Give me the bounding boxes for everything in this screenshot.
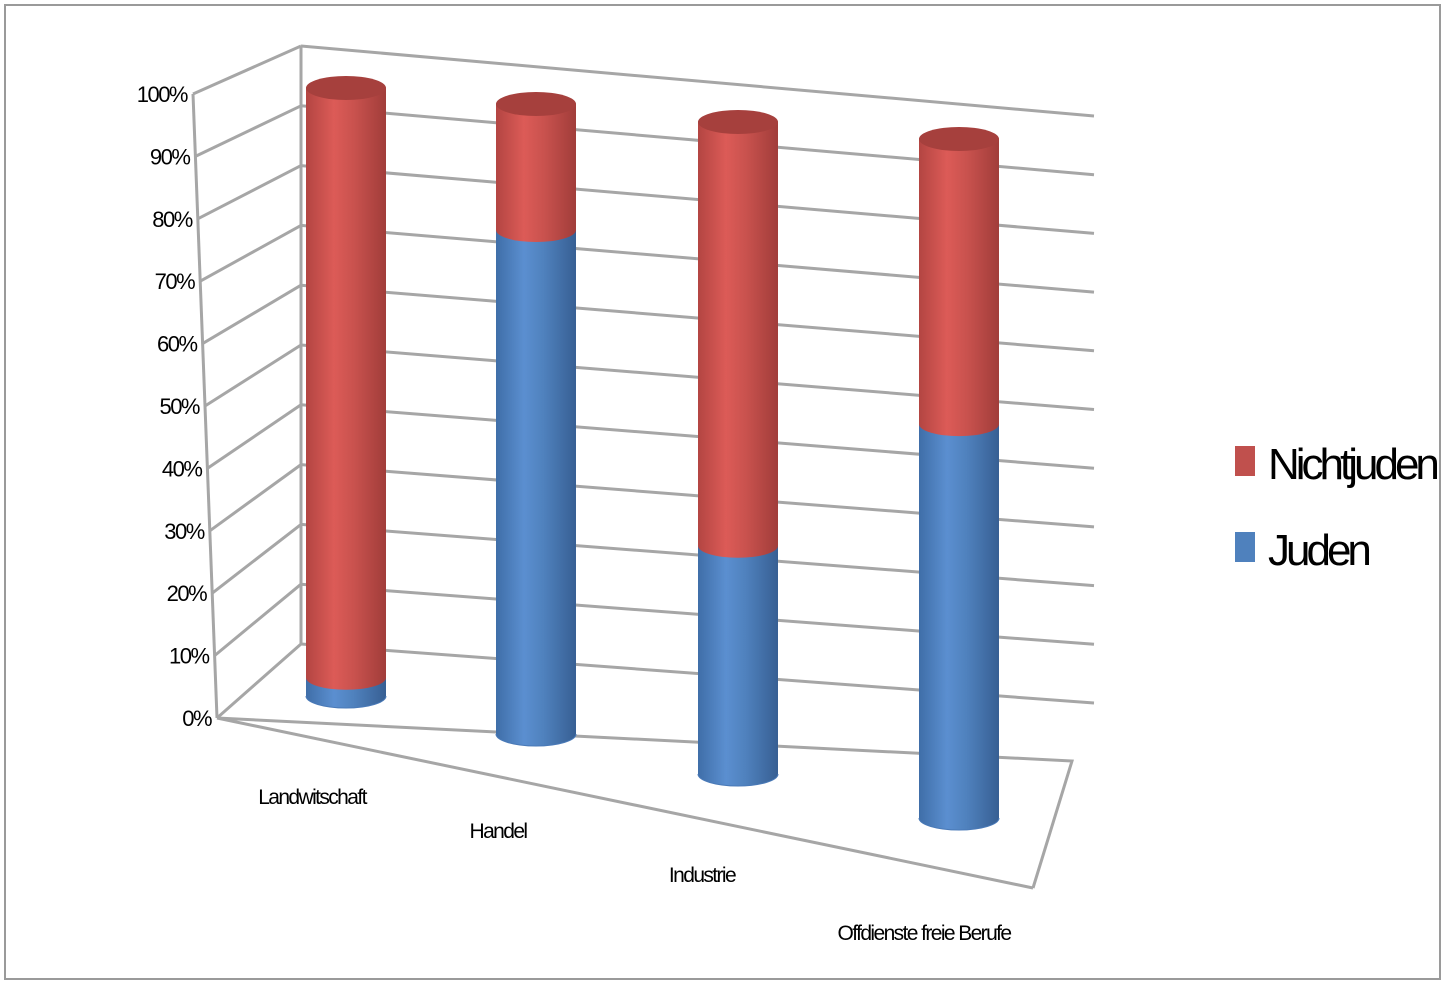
bar-bottom-edge	[305, 695, 387, 709]
bar	[306, 88, 386, 690]
bar-bottom-edge	[918, 817, 1000, 831]
x-axis-categories: Landwitschaft Handel Industrie Offdienste f…	[258, 786, 1013, 945]
y-tick-label: 0%	[182, 706, 212, 731]
bar	[698, 545, 778, 786]
gridline-side	[213, 583, 302, 657]
bar-group	[305, 76, 387, 709]
legend-label: Nichtjuden	[1268, 440, 1437, 489]
bar-group	[697, 110, 779, 787]
bar-top-cap	[306, 76, 386, 100]
legend-label: Juden	[1268, 526, 1369, 575]
gridline-side	[192, 44, 302, 96]
gridline-back	[300, 44, 1095, 118]
bar-segment	[918, 424, 1000, 831]
bar	[698, 122, 778, 558]
bar-group	[918, 127, 1000, 831]
x-category-label: Landwitschaft	[258, 786, 367, 809]
bar-group	[495, 92, 577, 747]
bar-top-cap	[698, 110, 778, 134]
bar-top-cap	[496, 92, 576, 116]
bar	[496, 104, 576, 242]
bar-segment	[698, 110, 778, 558]
gridline-side	[216, 642, 302, 720]
bar-segment	[306, 76, 386, 690]
gridline-side	[199, 224, 302, 283]
y-tick-label: 70%	[155, 269, 195, 294]
bar	[919, 139, 999, 437]
bar-segment	[697, 545, 779, 787]
bar-top-cap	[919, 127, 999, 151]
y-tick-label: 10%	[169, 644, 209, 669]
legend: Nichtjuden Juden	[1235, 440, 1441, 575]
y-tick-label: 40%	[162, 456, 202, 481]
chart-svg: 0% 10% 20% 30% 40% 50% 60% 70% 80% 90% 100% Landwi…	[137, 44, 1441, 945]
gridline-side	[204, 343, 302, 408]
bar-bottom-edge	[495, 733, 577, 747]
y-tick-label: 50%	[159, 394, 199, 419]
legend-item: Nichtjuden	[1235, 440, 1441, 489]
gridline-side	[206, 403, 302, 470]
y-tick-label: 100%	[137, 82, 188, 107]
chart-frame: 0% 10% 20% 30% 40% 50% 60% 70% 80% 90% 100% Landwi…	[4, 4, 1441, 980]
gridline-side	[211, 523, 302, 595]
y-tick-label: 60%	[157, 332, 197, 357]
bars	[305, 76, 1000, 831]
legend-item: Juden	[1235, 526, 1373, 575]
y-tick-label: 30%	[164, 519, 204, 544]
legend-swatch	[1235, 532, 1255, 562]
x-category-label: Handel	[470, 820, 528, 843]
gridline-side	[197, 164, 302, 221]
floor-base-edge	[216, 716, 1034, 890]
x-category-label: Offdienste freie Berufe	[838, 922, 1012, 945]
bar	[919, 424, 999, 830]
bar	[496, 230, 576, 746]
x-category-label: Industrie	[669, 864, 736, 887]
y-tick-label: 80%	[152, 207, 192, 232]
bar-segment	[919, 127, 999, 437]
bar-segment	[495, 230, 577, 747]
legend-swatch	[1235, 446, 1255, 476]
gridline-side	[208, 463, 302, 533]
y-tick-label: 90%	[150, 144, 190, 169]
y-tick-label: 20%	[167, 581, 207, 606]
y-axis-ticks: 0% 10% 20% 30% 40% 50% 60% 70% 80% 90% 100%	[137, 82, 214, 731]
bar-bottom-edge	[697, 773, 779, 787]
gridline-side	[194, 104, 302, 158]
bar-segment	[496, 92, 576, 242]
gridline-side	[201, 283, 302, 345]
